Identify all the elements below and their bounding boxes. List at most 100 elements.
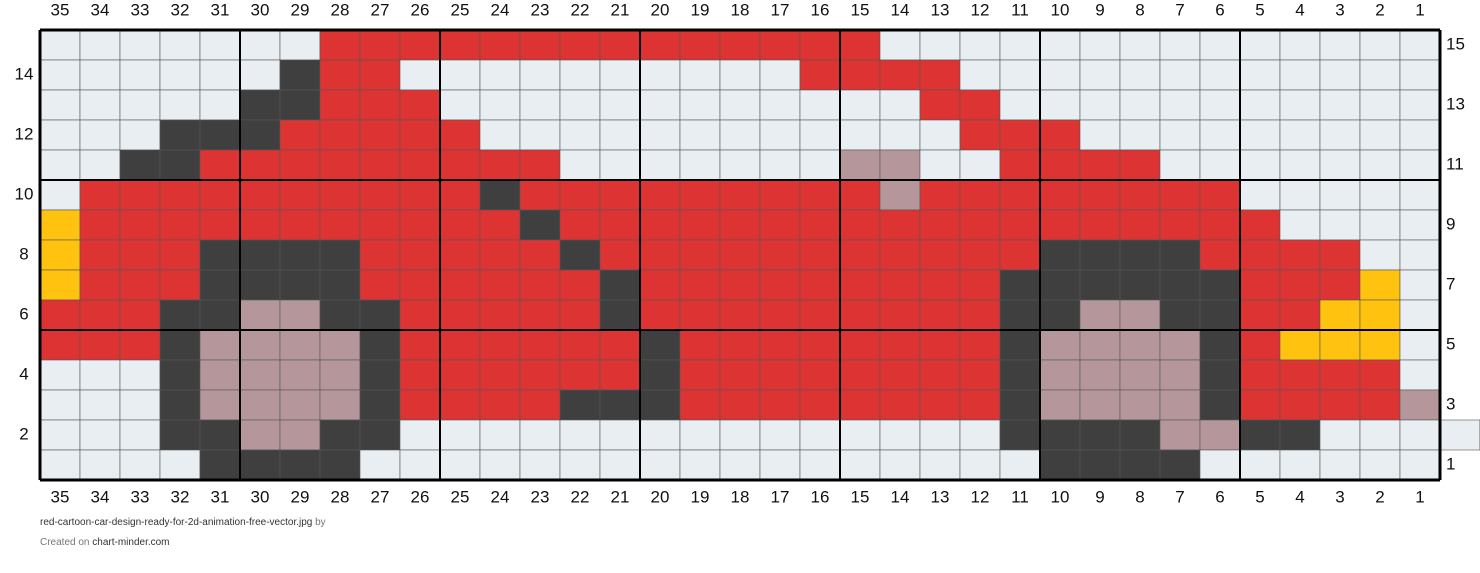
- cell: [279, 419, 321, 451]
- cell: [239, 179, 281, 211]
- column-label: 9: [1095, 0, 1104, 19]
- cell: [1399, 89, 1441, 121]
- cell: [439, 119, 481, 151]
- cell: [959, 119, 1001, 151]
- cell: [839, 179, 881, 211]
- cell: [679, 269, 721, 301]
- cell: [1359, 89, 1401, 121]
- cell: [639, 29, 681, 61]
- cell: [959, 449, 1001, 481]
- cell: [1319, 359, 1361, 391]
- cell: [639, 89, 681, 121]
- cell: [359, 239, 401, 271]
- cell: [879, 359, 921, 391]
- row-label: 14: [15, 64, 34, 83]
- cell: [719, 449, 761, 481]
- cell: [319, 149, 361, 181]
- cell: [1159, 299, 1201, 331]
- column-label: 9: [1095, 487, 1104, 506]
- cell: [1039, 359, 1081, 391]
- cell: [1359, 359, 1401, 391]
- cell: [1159, 179, 1201, 211]
- cell: [919, 359, 961, 391]
- cell: [719, 149, 761, 181]
- cell: [1079, 449, 1121, 481]
- cell: [319, 209, 361, 241]
- cell: [879, 149, 921, 181]
- cell: [279, 59, 321, 91]
- cell: [1079, 29, 1121, 61]
- cell: [1279, 179, 1321, 211]
- cell: [1239, 389, 1281, 421]
- column-label: 23: [531, 0, 550, 19]
- column-label: 27: [371, 0, 390, 19]
- column-label: 8: [1135, 487, 1144, 506]
- cell: [79, 299, 121, 331]
- cell: [1359, 299, 1401, 331]
- cell: [1159, 389, 1201, 421]
- cell: [759, 29, 801, 61]
- cell: [1159, 269, 1201, 301]
- cell: [1199, 269, 1241, 301]
- cell: [1039, 239, 1081, 271]
- cell: [799, 89, 841, 121]
- cell: [1079, 329, 1121, 361]
- row-label: 5: [1446, 334, 1455, 353]
- cell: [119, 239, 161, 271]
- cell: [639, 149, 681, 181]
- cell: [1359, 29, 1401, 61]
- cell: [719, 209, 761, 241]
- cell: [1279, 149, 1321, 181]
- cell: [1359, 119, 1401, 151]
- cell: [1239, 329, 1281, 361]
- cell: [559, 59, 601, 91]
- cell: [679, 179, 721, 211]
- cell: [359, 329, 401, 361]
- cell: [759, 299, 801, 331]
- cell: [199, 269, 241, 301]
- cell: [359, 299, 401, 331]
- cell: [159, 449, 201, 481]
- cell: [879, 449, 921, 481]
- row-label: 8: [19, 244, 28, 263]
- cell: [359, 269, 401, 301]
- column-label: 5: [1255, 0, 1264, 19]
- cell: [879, 239, 921, 271]
- cell: [479, 269, 521, 301]
- cell: [1079, 119, 1121, 151]
- column-label: 29: [291, 487, 310, 506]
- column-label: 12: [971, 487, 990, 506]
- cell: [319, 389, 361, 421]
- cell: [239, 239, 281, 271]
- column-label: 7: [1175, 0, 1184, 19]
- cell: [1239, 29, 1281, 61]
- cell: [1159, 419, 1201, 451]
- cell: [839, 209, 881, 241]
- cell: [719, 359, 761, 391]
- cell: [479, 149, 521, 181]
- cell: [679, 119, 721, 151]
- column-label: 1: [1415, 487, 1424, 506]
- cell: [199, 29, 241, 61]
- cell: [39, 299, 81, 331]
- cell: [599, 359, 641, 391]
- cell: [279, 179, 321, 211]
- cell: [599, 239, 641, 271]
- cell: [359, 29, 401, 61]
- cell: [1399, 329, 1441, 361]
- cell: [919, 419, 961, 451]
- cell: [639, 179, 681, 211]
- cell: [1359, 209, 1401, 241]
- cell: [479, 89, 521, 121]
- cell: [199, 149, 241, 181]
- cell: [959, 299, 1001, 331]
- cell: [799, 119, 841, 151]
- cell: [1399, 179, 1441, 211]
- cell: [439, 149, 481, 181]
- cell: [439, 359, 481, 391]
- cell: [199, 239, 241, 271]
- cell: [599, 59, 641, 91]
- cell: [839, 329, 881, 361]
- cell: [1399, 449, 1441, 481]
